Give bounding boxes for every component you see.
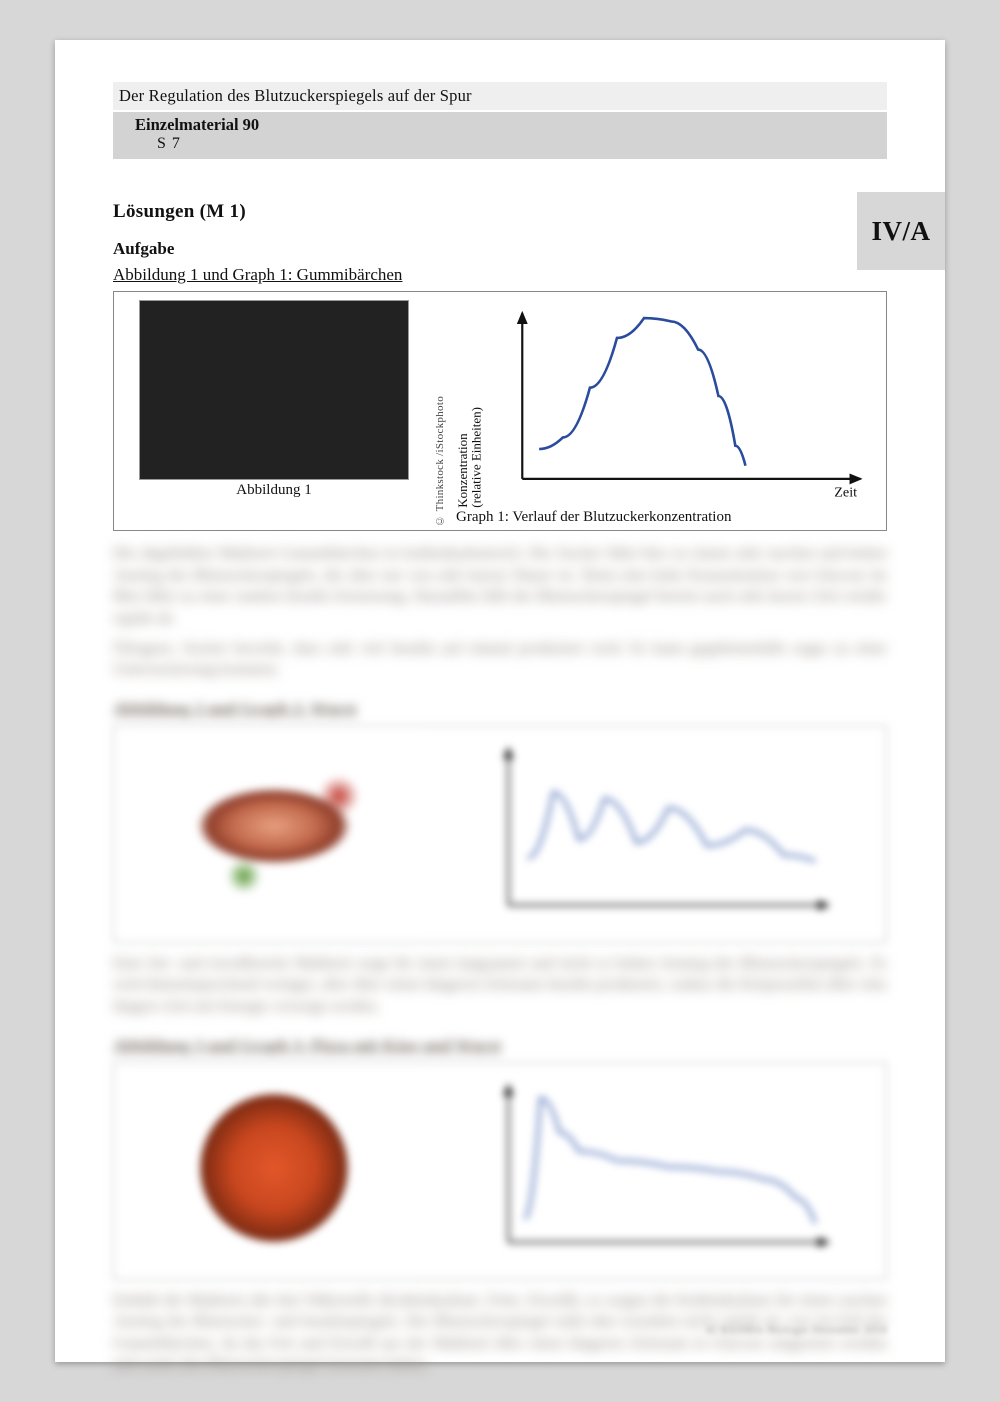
blurred-heading-2: Abbildung 2 und Graph 2: Wurst xyxy=(113,699,887,719)
photo-credit-text: © Thinkstock /iStockphoto xyxy=(434,396,446,527)
blurred-para-2: Eine fett- und eiweißreiche Mahlzeit sor… xyxy=(113,953,887,1018)
figure-1-top-caption: Abbildung 1 und Graph 1: Gummibärchen xyxy=(113,265,887,285)
chart-1-yaxis-label: Konzentration(relative Einheiten) xyxy=(456,300,483,507)
svg-text:Zeit: Zeit xyxy=(835,484,858,500)
blurred-para-1: Die abgebildete Mahlzeit Gummibärchen is… xyxy=(113,543,887,629)
material-label: Einzelmaterial 90 xyxy=(135,115,881,135)
section-tab-label: IV/A xyxy=(871,216,930,247)
chart-1-area: Konzentration(relative Einheiten) Zeit xyxy=(456,300,876,507)
figure-3-box xyxy=(113,1062,887,1280)
photo-credit: © Thinkstock /iStockphoto xyxy=(432,300,448,526)
doc-title-bar: Der Regulation des Blutzuckerspiegels au… xyxy=(113,82,887,110)
figure-1-subcaption: Abbildung 1 xyxy=(236,482,311,499)
gummy-bear-photo xyxy=(139,300,409,480)
footer-text: 42 RAABits Biologie Dezember 2018 xyxy=(706,1324,887,1336)
chart-1-svg: Zeit xyxy=(483,300,876,507)
section-tab: IV/A xyxy=(857,192,945,270)
page-number: S 7 xyxy=(135,135,881,153)
figure-2-box xyxy=(113,725,887,943)
doc-title: Der Regulation des Blutzuckerspiegels au… xyxy=(119,86,472,105)
figure-1-chart-col: Konzentration(relative Einheiten) Zeit G… xyxy=(456,300,876,526)
chart-2-svg xyxy=(438,736,876,932)
figure-1-box: Abbildung 1 © Thinkstock /iStockphoto Ko… xyxy=(113,291,887,531)
page: Der Regulation des Blutzuckerspiegels au… xyxy=(55,40,945,1362)
sausage-photo xyxy=(124,736,424,932)
pizza-photo xyxy=(124,1073,424,1269)
blurred-para-1b: Übrigens: Zucker bewirkt, dass sehr viel… xyxy=(113,638,887,681)
chart-1-subcaption: Graph 1: Verlauf der Blutzuckerkonzentra… xyxy=(456,509,876,526)
chart-3-svg xyxy=(438,1073,876,1269)
task-heading: Aufgabe xyxy=(113,239,887,259)
figure-1-photo-col: Abbildung 1 xyxy=(124,300,424,526)
material-bar: Einzelmaterial 90 S 7 xyxy=(113,112,887,159)
blurred-heading-3: Abbildung 3 und Graph 3: Pizza mit Käse … xyxy=(113,1036,887,1056)
blurred-preview-2: Eine fett- und eiweißreiche Mahlzeit sor… xyxy=(113,953,887,1018)
blurred-preview: Die abgebildete Mahlzeit Gummibärchen is… xyxy=(113,543,887,681)
solutions-heading: Lösungen (M 1) xyxy=(113,201,887,223)
